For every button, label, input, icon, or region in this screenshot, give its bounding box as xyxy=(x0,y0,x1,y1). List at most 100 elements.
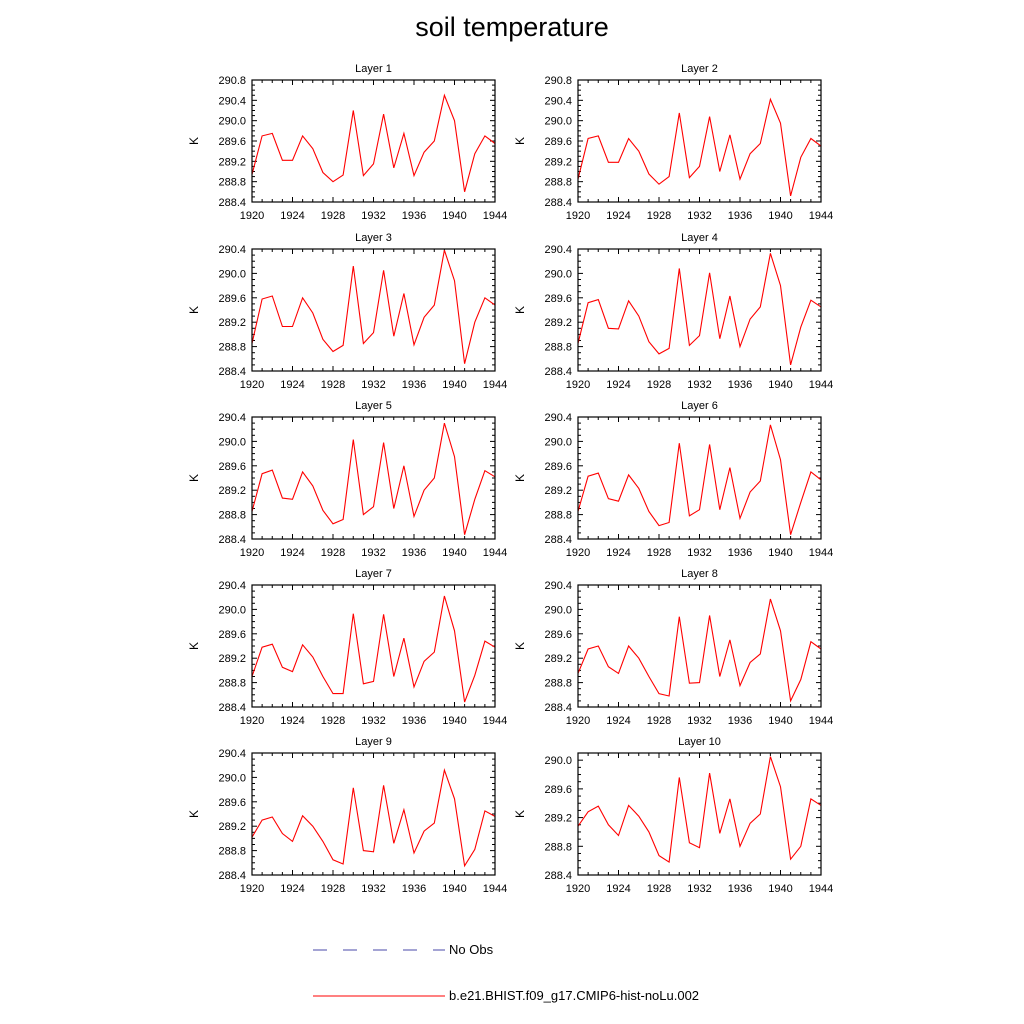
x-tick-label: 1924 xyxy=(606,210,630,222)
y-tick-label: 288.8 xyxy=(218,177,246,189)
y-axis-label: K xyxy=(187,306,201,314)
y-tick-label: 290.8 xyxy=(544,75,572,87)
series-line xyxy=(577,97,822,197)
x-tick-label: 1932 xyxy=(361,547,385,559)
x-tick-label: 1936 xyxy=(728,210,752,222)
x-tick-label: 1936 xyxy=(402,210,426,222)
series-line xyxy=(577,598,822,703)
y-axis-label: K xyxy=(513,137,527,145)
y-tick-label: 290.4 xyxy=(218,244,246,256)
y-tick-label: 289.2 xyxy=(218,485,246,497)
x-tick-label: 1944 xyxy=(483,379,507,391)
x-tick-label: 1928 xyxy=(647,547,671,559)
x-tick-label: 1944 xyxy=(809,883,833,895)
panel-title: Layer 5 xyxy=(355,400,392,412)
x-tick-label: 1920 xyxy=(240,379,264,391)
y-tick-label: 288.4 xyxy=(218,366,246,378)
panel-title: Layer 6 xyxy=(681,400,718,412)
x-tick-label: 1936 xyxy=(728,379,752,391)
x-tick-label: 1924 xyxy=(606,883,630,895)
y-tick-label: 288.4 xyxy=(218,870,246,882)
y-tick-label: 288.4 xyxy=(218,197,246,209)
x-tick-label: 1936 xyxy=(402,379,426,391)
x-tick-label: 1940 xyxy=(768,547,792,559)
y-tick-label: 289.2 xyxy=(218,156,246,168)
y-axis-label: K xyxy=(187,137,201,145)
y-tick-label: 288.8 xyxy=(544,841,572,853)
x-tick-label: 1940 xyxy=(768,883,792,895)
x-tick-label: 1928 xyxy=(321,379,345,391)
y-tick-label: 289.2 xyxy=(218,317,246,329)
x-tick-label: 1936 xyxy=(728,715,752,727)
y-tick-label: 290.0 xyxy=(544,116,572,128)
panel-title: Layer 2 xyxy=(681,63,718,75)
x-tick-label: 1932 xyxy=(687,210,711,222)
x-tick-label: 1920 xyxy=(240,715,264,727)
plot-frame xyxy=(251,248,496,372)
panel-title: Layer 9 xyxy=(355,736,392,748)
y-axis-label: K xyxy=(187,642,201,650)
y-tick-label: 289.6 xyxy=(218,629,246,641)
x-tick-label: 1932 xyxy=(687,883,711,895)
y-tick-label: 288.4 xyxy=(544,197,572,209)
y-tick-label: 288.4 xyxy=(544,534,572,546)
x-tick-label: 1944 xyxy=(483,715,507,727)
x-tick-label: 1940 xyxy=(442,210,466,222)
y-tick-label: 290.0 xyxy=(544,755,572,767)
y-tick-label: 289.6 xyxy=(544,293,572,305)
x-tick-label: 1924 xyxy=(606,547,630,559)
x-tick-label: 1920 xyxy=(240,883,264,895)
x-tick-label: 1940 xyxy=(442,547,466,559)
series-line xyxy=(577,756,822,864)
y-tick-label: 289.2 xyxy=(544,813,572,825)
x-tick-label: 1924 xyxy=(280,547,304,559)
x-tick-label: 1944 xyxy=(483,547,507,559)
y-tick-label: 288.8 xyxy=(544,678,572,690)
panel-layer-8: Layer 8 K 288.4 288.8 289.2 289.6 290.0 290.4 19… xyxy=(513,568,833,727)
y-tick-label: 290.4 xyxy=(218,748,246,760)
x-tick-label: 1932 xyxy=(687,715,711,727)
y-tick-label: 290.0 xyxy=(218,772,246,784)
panel-layer-10: Layer 10 K 288.4 288.8 289.2 289.6 290.0 1920 19… xyxy=(513,736,833,895)
y-tick-label: 290.4 xyxy=(218,95,246,107)
x-tick-label: 1924 xyxy=(280,210,304,222)
series-line xyxy=(251,422,496,535)
panel-title: Layer 3 xyxy=(355,232,392,244)
panel-title: Layer 7 xyxy=(355,568,392,580)
panel-layer-4: Layer 4 K 288.4 288.8 289.2 289.6 290.0 290.4 19… xyxy=(513,232,833,391)
y-tick-label: 288.8 xyxy=(218,510,246,522)
x-tick-label: 1932 xyxy=(687,547,711,559)
plot-frame xyxy=(577,752,822,876)
series-line xyxy=(251,250,496,364)
y-tick-label: 289.6 xyxy=(218,797,246,809)
y-tick-label: 290.0 xyxy=(218,116,246,128)
x-tick-label: 1940 xyxy=(442,883,466,895)
x-tick-label: 1940 xyxy=(768,379,792,391)
panel-title: Layer 8 xyxy=(681,568,718,580)
y-tick-label: 289.6 xyxy=(218,461,246,473)
plot-frame xyxy=(577,416,822,540)
y-tick-label: 290.8 xyxy=(218,75,246,87)
x-tick-label: 1944 xyxy=(483,210,507,222)
panel-layer-9: Layer 9 K 288.4 288.8 289.2 289.6 290.0 290.4 19… xyxy=(187,736,507,895)
y-tick-label: 289.2 xyxy=(544,485,572,497)
x-tick-label: 1928 xyxy=(321,715,345,727)
y-axis-label: K xyxy=(187,810,201,818)
y-tick-label: 289.6 xyxy=(218,136,246,148)
panel-layer-5: Layer 5 K 288.4 288.8 289.2 289.6 290.0 290.4 19… xyxy=(187,400,507,559)
y-tick-label: 289.6 xyxy=(544,461,572,473)
y-tick-label: 290.4 xyxy=(218,580,246,592)
y-tick-label: 290.0 xyxy=(218,268,246,280)
y-tick-label: 288.4 xyxy=(218,534,246,546)
plot-frame xyxy=(251,79,496,203)
y-tick-label: 289.2 xyxy=(544,156,572,168)
y-tick-label: 290.4 xyxy=(544,580,572,592)
x-tick-label: 1936 xyxy=(402,547,426,559)
x-tick-label: 1920 xyxy=(240,210,264,222)
x-tick-label: 1932 xyxy=(361,210,385,222)
y-tick-label: 290.4 xyxy=(544,244,572,256)
x-tick-label: 1936 xyxy=(402,883,426,895)
series-line xyxy=(251,767,496,868)
x-tick-label: 1920 xyxy=(566,547,590,559)
